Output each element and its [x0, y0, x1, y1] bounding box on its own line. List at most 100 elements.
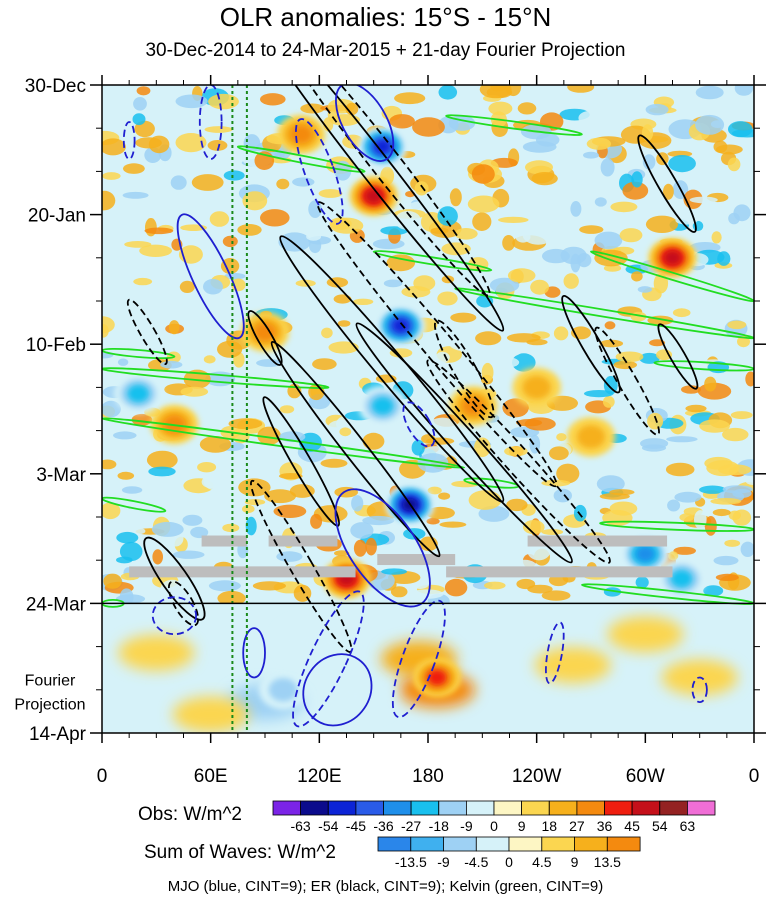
chart-subtitle: 30-Dec-2014 to 24-Mar-2015 + 21-day Four…	[145, 40, 626, 61]
obs-texture-cell	[102, 172, 121, 180]
obs-colorbar-tick-label: -36	[373, 818, 393, 834]
obs-texture-cell	[292, 177, 315, 187]
obs-texture-cell	[665, 462, 695, 477]
obs-texture-cell	[113, 431, 137, 440]
obs-texture-cell	[575, 165, 589, 183]
y-tick-label: 20-Jan	[28, 206, 86, 227]
obs-texture-cell	[567, 85, 595, 93]
obs-texture-cell	[653, 482, 667, 502]
projection-anomaly	[317, 677, 394, 714]
obs-texture-cell	[217, 590, 246, 606]
obs-texture-cell	[502, 235, 515, 251]
waves-colorbar: -13.5 -9 -4.5 0 4.5 9 13.5	[377, 836, 641, 870]
obs-texture-cell	[454, 228, 478, 240]
obs-texture-cell	[745, 476, 754, 485]
obs-texture-cell	[430, 152, 462, 166]
obs-texture-cell	[441, 242, 471, 256]
obs-colorbar-tick-label: 54	[652, 818, 668, 834]
obs-texture-cell	[136, 86, 151, 96]
obs-texture-cell	[256, 269, 275, 280]
kelvin-contour	[102, 347, 176, 360]
obs-texture-cell	[172, 550, 205, 559]
obs-texture-cell	[610, 201, 638, 213]
obs-texture-cell	[339, 427, 352, 437]
obs-texture-cell	[122, 191, 149, 199]
obs-colorbar-tick-label: -63	[290, 818, 310, 834]
obs-texture-cell	[270, 295, 300, 308]
obs-colorbar-swatch	[604, 800, 633, 816]
obs-texture-cell	[102, 502, 121, 520]
obs-texture-cell	[639, 352, 660, 364]
obs-texture-cell	[270, 156, 292, 164]
obs-texture-cell	[312, 358, 337, 370]
obs-texture-cell	[553, 326, 569, 341]
obs-texture-cell	[170, 175, 187, 190]
obs-texture-cell	[237, 224, 262, 236]
obs-feature	[576, 425, 606, 449]
obs-colorbar-tick-label: -9	[460, 818, 473, 834]
obs-colorbar-tick-label: 9	[518, 818, 526, 834]
obs-feature	[254, 322, 276, 341]
obs-texture-cell	[541, 590, 571, 601]
obs-texture-cell	[217, 340, 243, 358]
obs-texture-cell	[517, 102, 537, 115]
obs-texture-cell	[476, 294, 494, 308]
mjo-wave-layer	[122, 85, 708, 728]
obs-texture-cell	[700, 230, 714, 237]
er-contour	[561, 295, 621, 394]
obs-texture-cell	[117, 358, 129, 366]
obs-texture-cell	[505, 85, 522, 97]
obs-texture-cell	[244, 499, 266, 506]
obs-texture-cell	[117, 471, 135, 480]
obs-texture-cell	[444, 578, 468, 597]
obs-texture-cell	[102, 316, 115, 334]
er-contour	[270, 340, 441, 558]
obs-colorbar-tick-label: 45	[624, 818, 640, 834]
er-contour	[433, 319, 495, 419]
obs-feature	[127, 384, 150, 403]
obs-colorbar-swatch	[493, 800, 523, 816]
waves-colorbar-swatch	[541, 836, 575, 852]
waves-colorbar-tick-label: -13.5	[395, 854, 427, 870]
obs-texture-cell	[704, 376, 717, 392]
obs-texture-cell	[279, 405, 295, 414]
obs-texture-cell	[728, 212, 740, 225]
er-contour	[355, 322, 573, 564]
obs-texture-cell	[541, 529, 564, 535]
obs-texture-cell	[631, 271, 643, 282]
obs-colorbar-swatch	[687, 800, 716, 816]
obs-texture-cell	[133, 277, 153, 286]
y-tick-label: 24-Mar	[26, 594, 87, 615]
obs-texture-cell	[713, 140, 728, 153]
obs-texture-cell	[223, 170, 245, 181]
obs-texture-cell	[673, 546, 696, 555]
obs-texture-cell	[449, 188, 462, 207]
obs-texture-cell	[667, 499, 681, 512]
obs-texture-cell	[619, 228, 643, 243]
er-contour	[426, 359, 611, 564]
obs-colorbar-swatch	[300, 800, 329, 816]
obs-texture-cell	[622, 181, 649, 200]
obs-texture-cell	[674, 491, 702, 503]
projection-anomaly	[281, 622, 358, 659]
obs-texture-cell	[199, 436, 232, 453]
obs-texture-cell	[727, 320, 747, 330]
obs-colorbar-swatch	[383, 800, 412, 816]
obs-texture-cell	[490, 356, 520, 369]
obs-texture-cell	[579, 225, 604, 234]
obs-texture-cell	[175, 94, 208, 109]
obs-texture-cell	[615, 351, 644, 363]
obs-texture-cell	[148, 135, 170, 154]
obs-texture-cell	[207, 140, 228, 151]
obs-texture-cell	[191, 174, 224, 191]
obs-texture-cell	[203, 355, 216, 364]
waves-legend: MJO (blue, CINT=9); ER (black, CINT=9); …	[167, 878, 604, 895]
obs-texture-cell	[695, 85, 724, 100]
obs-texture-cell	[663, 183, 674, 200]
obs-texture-cell	[121, 486, 143, 494]
obs-texture-cell	[160, 360, 183, 369]
obs-texture-cell	[583, 151, 599, 159]
er-contour	[262, 396, 340, 527]
obs-texture-cell	[553, 488, 572, 503]
